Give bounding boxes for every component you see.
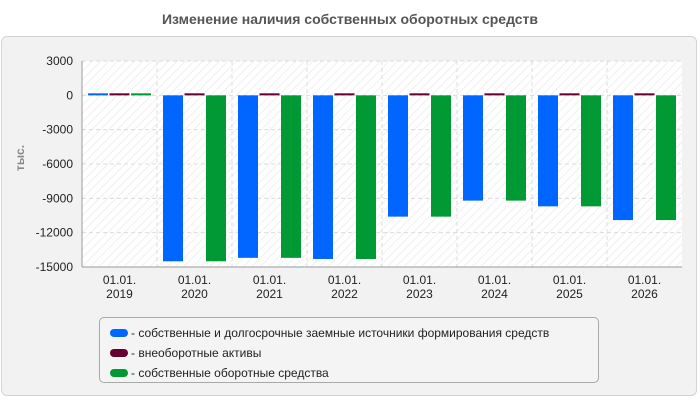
bar-sources (388, 95, 408, 217)
bar-fixed-assets (334, 93, 355, 96)
bar-sources (163, 95, 183, 262)
bar-sources (88, 93, 108, 96)
legend-swatch-working-capital (110, 369, 128, 377)
bar-fixed-assets (634, 93, 655, 96)
legend-label-sources: - собственные и долгосрочные заемные ист… (131, 326, 550, 340)
bar-fixed-assets (259, 93, 280, 96)
legend-swatch-sources (110, 329, 128, 337)
bar-fixed-assets (184, 93, 205, 96)
bar-sources (463, 95, 483, 201)
bar-sources (238, 95, 258, 258)
bar-sources (313, 95, 333, 259)
legend-item-sources: - собственные и долгосрочные заемные ист… (110, 323, 598, 343)
y-tick-label: -15000 (36, 260, 74, 274)
legend: - собственные и долгосрочные заемные ист… (99, 317, 599, 383)
bar-working-capital (356, 95, 376, 259)
bar-working-capital (431, 95, 451, 217)
bar-fixed-assets (109, 93, 130, 96)
x-tick-label-date: 01.01. (628, 273, 661, 287)
bar-working-capital (281, 95, 301, 258)
x-tick-label-date: 01.01. (553, 273, 586, 287)
y-tick-label: -3000 (42, 123, 73, 137)
bar-working-capital (206, 95, 226, 262)
x-tick-label-year: 2025 (556, 287, 583, 301)
x-tick-label-date: 01.01. (478, 273, 511, 287)
bar-working-capital (131, 93, 151, 96)
y-tick-labels: 3000 0 -3000 -6000 -9000 -12000 -15000 (36, 54, 74, 274)
y-tick-label: -12000 (36, 226, 74, 240)
legend-item-fixed-assets: - внеоборотные активы (110, 343, 598, 363)
x-tick-label-year: 2024 (481, 287, 508, 301)
legend-label-working-capital: - собственные оборотные средства (131, 366, 329, 380)
x-tick-label-year: 2021 (256, 287, 283, 301)
x-tick-label-year: 2026 (631, 287, 658, 301)
bar-sources (613, 95, 633, 221)
bar-working-capital (581, 95, 601, 207)
x-tick-label-year: 2023 (406, 287, 433, 301)
x-tick-label-date: 01.01. (178, 273, 211, 287)
y-tick-label: -6000 (42, 157, 73, 171)
chart-title: Изменение наличия собственных оборотных … (161, 11, 539, 27)
bar-fixed-assets (559, 93, 580, 96)
x-tick-label-date: 01.01. (103, 273, 136, 287)
legend-label-fixed-assets: - внеоборотные активы (131, 346, 262, 360)
bar-sources (538, 95, 558, 207)
bar-working-capital (656, 95, 676, 221)
x-tick-label-year: 2019 (106, 287, 133, 301)
y-tick-label: 0 (66, 88, 73, 102)
legend-swatch-fixed-assets (110, 349, 128, 357)
x-tick-label-year: 2022 (331, 287, 358, 301)
bar-working-capital (506, 95, 526, 201)
bar-fixed-assets (484, 93, 505, 96)
legend-item-working-capital: - собственные оборотные средства (110, 363, 598, 383)
y-tick-label: -9000 (42, 191, 73, 205)
x-tick-label-year: 2020 (181, 287, 208, 301)
x-tick-label-date: 01.01. (403, 273, 436, 287)
x-tick-label-date: 01.01. (328, 273, 361, 287)
bars (88, 93, 676, 262)
x-tick-labels: 01.01.201901.01.202001.01.202101.01.2022… (103, 273, 661, 301)
bar-fixed-assets (409, 93, 430, 96)
y-tick-label: 3000 (46, 54, 73, 68)
y-axis-label: тыс. (13, 145, 27, 171)
x-tick-label-date: 01.01. (253, 273, 286, 287)
